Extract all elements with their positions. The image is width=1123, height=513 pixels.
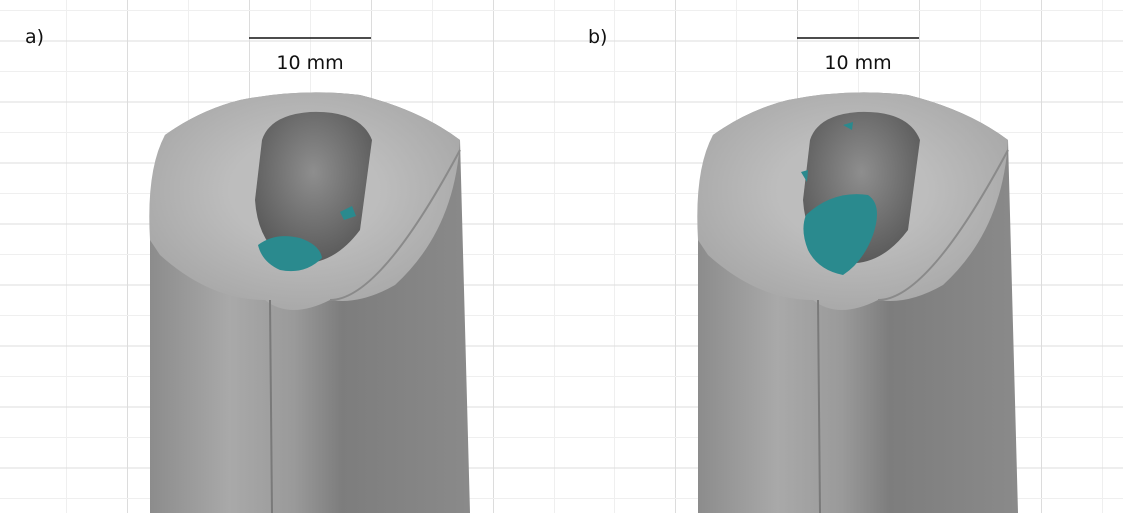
scan-b <box>697 92 1018 513</box>
scale-label: 10 mm <box>276 52 343 74</box>
panel-label: a) <box>25 26 44 48</box>
panel-b: b) 10 mm <box>588 26 1018 513</box>
scale-label: 10 mm <box>824 52 891 74</box>
panel-a: a) 10 mm <box>25 26 470 513</box>
figure: a) 10 mm b) 10 mm <box>0 0 1123 513</box>
panel-label: b) <box>588 26 607 48</box>
scan-a <box>149 92 470 513</box>
